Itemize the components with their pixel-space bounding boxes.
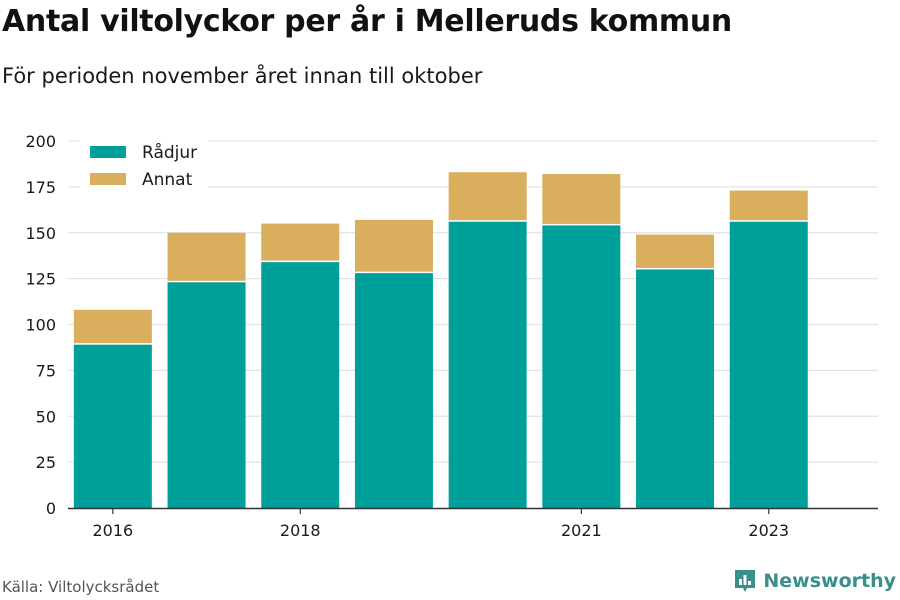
bar-segment-radjur bbox=[73, 344, 152, 508]
bar-segment-annat bbox=[542, 174, 621, 224]
bar-segment-annat bbox=[73, 309, 152, 344]
y-tick-label: 100 bbox=[25, 316, 56, 335]
chart-subtitle: För perioden november året innan till ok… bbox=[2, 64, 483, 88]
y-tick-label: 175 bbox=[25, 178, 56, 197]
newsworthy-logo-icon bbox=[735, 570, 756, 592]
bar-segment-annat bbox=[448, 172, 527, 221]
x-tick-label: 2023 bbox=[748, 521, 789, 540]
bar-segment-radjur bbox=[261, 262, 340, 508]
y-tick-label: 0 bbox=[46, 499, 56, 518]
x-tick-label: 2016 bbox=[92, 521, 133, 540]
bar-segment-radjur bbox=[354, 273, 433, 508]
bar-segment-annat bbox=[636, 234, 715, 268]
x-axis: 2016 2018 2021 2023 bbox=[68, 507, 878, 540]
x-tick-label: 2021 bbox=[561, 521, 602, 540]
bars bbox=[73, 172, 808, 509]
y-tick-label: 200 bbox=[25, 132, 56, 151]
y-tick-label: 50 bbox=[36, 407, 56, 426]
y-tick-label: 125 bbox=[25, 270, 56, 289]
chart-title: Antal viltolyckor per år i Melleruds kom… bbox=[2, 4, 732, 39]
legend-swatch-radjur bbox=[90, 146, 126, 158]
legend: Rådjur Annat bbox=[80, 138, 208, 194]
bar-segment-radjur bbox=[542, 225, 621, 508]
bar-segment-annat bbox=[167, 232, 246, 281]
legend-label: Rådjur bbox=[142, 142, 197, 163]
bar-segment-radjur bbox=[729, 221, 808, 509]
y-tick-label: 75 bbox=[36, 361, 56, 380]
bar-segment-annat bbox=[354, 219, 433, 272]
y-axis-ticks: 0 25 50 75 100 125 150 175 200 bbox=[25, 132, 56, 518]
bar-segment-radjur bbox=[167, 282, 246, 508]
bar-segment-radjur bbox=[636, 269, 715, 508]
y-tick-label: 150 bbox=[25, 224, 56, 243]
brand-logo: Newsworthy bbox=[733, 568, 896, 594]
y-tick-label: 25 bbox=[36, 453, 56, 472]
legend-label: Annat bbox=[142, 170, 193, 190]
source-note: Källa: Viltolycksrådet bbox=[2, 578, 160, 596]
bar-segment-annat bbox=[261, 223, 340, 261]
brand-name: Newsworthy bbox=[763, 570, 896, 592]
bar-segment-annat bbox=[729, 190, 808, 221]
legend-swatch-annat bbox=[90, 173, 126, 185]
bar-segment-radjur bbox=[448, 221, 527, 509]
x-tick-label: 2018 bbox=[280, 521, 321, 540]
